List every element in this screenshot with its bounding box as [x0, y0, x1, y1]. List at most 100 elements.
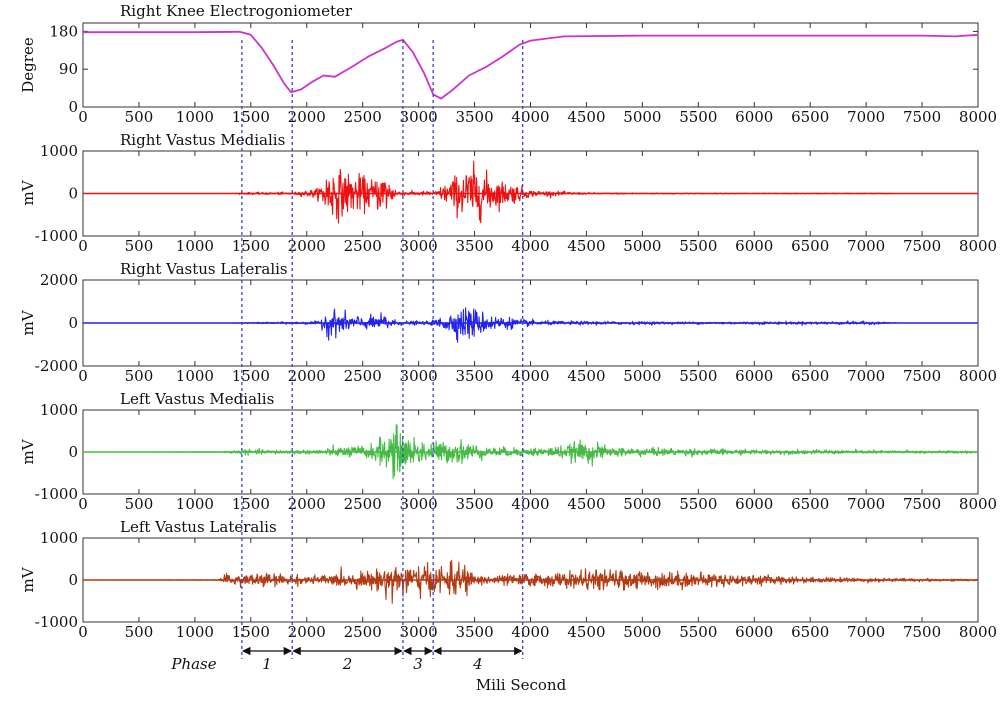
y-tick-label: -1000: [35, 613, 78, 631]
y-tick-label: 0: [68, 314, 78, 332]
x-tick-label: 5500: [679, 623, 717, 641]
x-tick-label: 3500: [455, 108, 493, 126]
x-tick-label: 6000: [735, 367, 773, 385]
x-tick-label: 1500: [232, 623, 270, 641]
x-tick-label: 8000: [959, 367, 997, 385]
x-tick-label: 7500: [903, 237, 941, 255]
x-tick-label: 3000: [400, 108, 438, 126]
panel-title: Right Vastus Medialis: [120, 131, 285, 149]
x-tick-label: 3500: [455, 495, 493, 513]
x-tick-label: 2500: [344, 623, 382, 641]
x-tick-label: 4500: [567, 367, 605, 385]
x-tick-label: 5500: [679, 495, 717, 513]
x-tick-label: 5000: [623, 495, 661, 513]
x-tick-label: 1000: [176, 237, 214, 255]
x-tick-label: 3000: [400, 495, 438, 513]
x-tick-label: 2000: [288, 495, 326, 513]
y-tick-label: -2000: [35, 357, 78, 375]
x-tick-label: 0: [78, 623, 88, 641]
x-tick-label: 3000: [400, 237, 438, 255]
x-tick-label: 500: [125, 108, 154, 126]
x-tick-label: 4000: [511, 623, 549, 641]
y-axis-label: mV: [19, 438, 37, 464]
x-tick-label: 7000: [847, 367, 885, 385]
x-tick-label: 2500: [344, 495, 382, 513]
x-tick-label: 500: [125, 367, 154, 385]
x-tick-label: 5000: [623, 623, 661, 641]
y-tick-label: 0: [68, 571, 78, 589]
y-axis-label: Degree: [19, 37, 37, 93]
y-tick-label: 1000: [40, 529, 78, 547]
x-tick-label: 8000: [959, 623, 997, 641]
x-tick-label: 8000: [959, 495, 997, 513]
panel-1: Right Knee Electrogoniometer Degree 0 90 180…: [19, 2, 997, 126]
y-tick-label: 2000: [40, 271, 78, 289]
x-tick-label: 6000: [735, 237, 773, 255]
x-tick-label: 4500: [567, 623, 605, 641]
x-tick-label: 1500: [232, 367, 270, 385]
x-tick-label: 7500: [903, 367, 941, 385]
x-tick-label: 4000: [511, 367, 549, 385]
x-tick-label: 4000: [511, 495, 549, 513]
x-tick-label: 5000: [623, 108, 661, 126]
x-tick-label: 6000: [735, 108, 773, 126]
phase-number: 2: [342, 655, 353, 673]
x-tick-label: 6500: [791, 237, 829, 255]
x-tick-label: 4500: [567, 108, 605, 126]
y-tick-label: 1000: [40, 401, 78, 419]
x-tick-label: 500: [125, 623, 154, 641]
emg-signal: [82, 160, 979, 224]
x-tick-label: 5500: [679, 367, 717, 385]
x-tick-label: 7000: [847, 495, 885, 513]
y-axis-label: mV: [19, 566, 37, 592]
panels-layer: Right Knee Electrogoniometer Degree 0 90 180…: [19, 2, 997, 641]
x-tick-label: 7000: [847, 237, 885, 255]
x-tick-label: 2500: [344, 367, 382, 385]
phase-number: 1: [262, 655, 272, 673]
phase-lines-layer: [241, 40, 524, 659]
y-axis-label: mV: [19, 179, 37, 205]
x-tick-label: 7500: [903, 108, 941, 126]
y-tick-label: 0: [68, 443, 78, 461]
x-tick-label: 5500: [679, 108, 717, 126]
panel-title: Left Vastus Lateralis: [120, 518, 277, 536]
x-tick-label: 6500: [791, 108, 829, 126]
phase-label: Phase: [170, 655, 216, 673]
x-tick-label: 2500: [344, 237, 382, 255]
phase-number: 3: [413, 655, 423, 673]
x-tick-label: 6500: [791, 495, 829, 513]
series-line: [83, 30, 979, 100]
x-tick-label: 3500: [455, 367, 493, 385]
x-tick-label: 2000: [288, 237, 326, 255]
x-tick-label: 1000: [176, 108, 214, 126]
x-tick-label: 7500: [903, 623, 941, 641]
y-tick-label: 180: [49, 22, 78, 40]
x-tick-label: 3000: [400, 623, 438, 641]
phase-annotation: Phase 1 2 3 4: [170, 646, 523, 673]
x-tick-label: 6000: [735, 623, 773, 641]
x-tick-label: 500: [125, 237, 154, 255]
x-axis-label: Mili Second: [476, 676, 567, 694]
x-tick-label: 7000: [847, 623, 885, 641]
x-tick-label: 3500: [455, 623, 493, 641]
x-tick-label: 0: [78, 108, 88, 126]
x-tick-label: 2000: [288, 623, 326, 641]
x-tick-label: 5500: [679, 237, 717, 255]
phase-number: 4: [472, 655, 483, 673]
panel-title: Right Knee Electrogoniometer: [120, 2, 353, 20]
y-tick-label: -1000: [35, 227, 78, 245]
x-tick-label: 5000: [623, 237, 661, 255]
x-tick-label: 4500: [567, 237, 605, 255]
x-tick-label: 0: [78, 495, 88, 513]
x-tick-label: 7500: [903, 495, 941, 513]
emg-signal: [82, 559, 979, 604]
y-tick-label: 1000: [40, 142, 78, 160]
y-tick-label: 90: [59, 60, 78, 78]
y-tick-label: -1000: [35, 485, 78, 503]
x-tick-label: 1500: [232, 108, 270, 126]
x-tick-label: 1000: [176, 367, 214, 385]
x-tick-label: 1500: [232, 495, 270, 513]
